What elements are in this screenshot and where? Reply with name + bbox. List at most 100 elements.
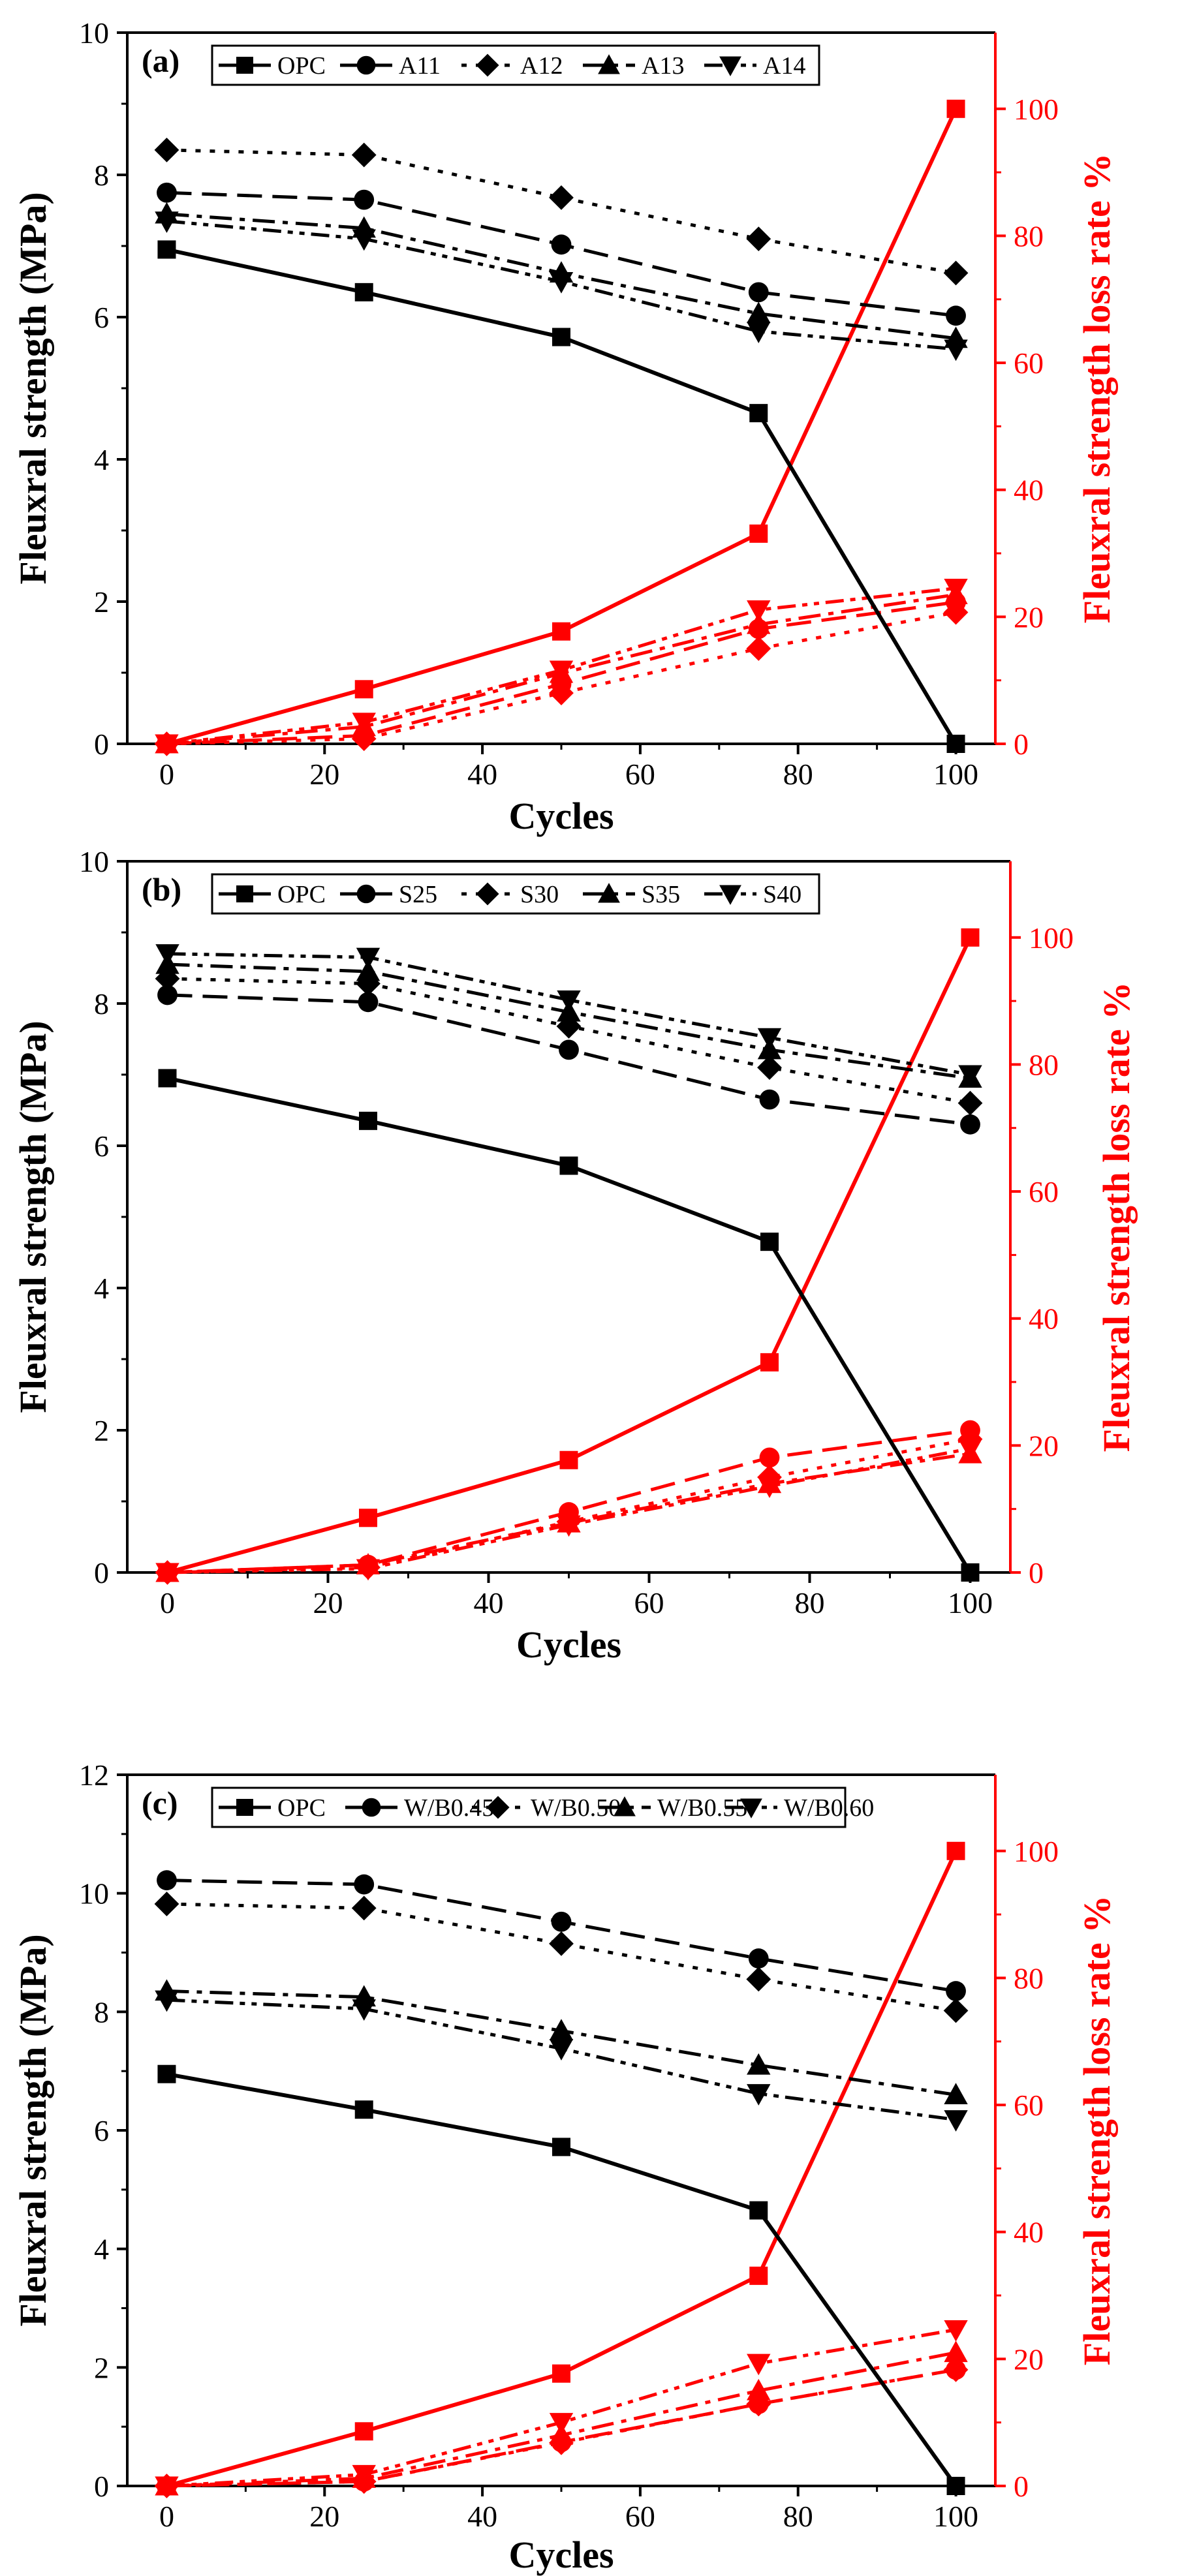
x-tick-label: 0	[159, 2500, 174, 2533]
legend-marker	[356, 884, 376, 904]
x-tick-label: 0	[160, 1586, 175, 1619]
y2-tick-label: 100	[1029, 921, 1074, 955]
loss-point	[759, 1447, 780, 1468]
strength-series-OPC	[158, 1069, 980, 1582]
strength-line	[166, 1902, 956, 2012]
legend-label: S40	[763, 881, 801, 908]
loss-point	[946, 1841, 965, 1860]
legend-marker	[476, 54, 499, 77]
strength-point	[946, 1981, 966, 2001]
strength-point	[354, 283, 373, 301]
strength-series-S25	[157, 985, 980, 1135]
strength-point	[358, 992, 379, 1013]
strength-point	[747, 2053, 771, 2075]
y-tick-label: 0	[94, 1556, 109, 1589]
y2-tick-label: 80	[1014, 219, 1044, 253]
strength-point	[551, 234, 572, 255]
x-tick-label: 20	[313, 1586, 343, 1619]
loss-point	[757, 1477, 782, 1498]
x-tick-label: 40	[474, 1586, 504, 1619]
x-tick-label: 20	[309, 2500, 339, 2533]
strength-point	[748, 282, 769, 303]
x-tick-label: 40	[467, 758, 497, 791]
y-axis-title: Fleuxral strength (MPa)	[12, 1020, 54, 1413]
loss-point	[155, 734, 179, 756]
strength-point	[155, 944, 179, 966]
loss-line	[166, 2368, 956, 2488]
legend-marker	[236, 57, 253, 74]
strength-point	[154, 137, 179, 162]
strength-line	[166, 1076, 972, 1574]
strength-point	[559, 1039, 579, 1060]
loss-point	[749, 2266, 768, 2285]
strength-point	[961, 1563, 980, 1582]
strength-series-A12	[154, 137, 969, 286]
loss-point	[943, 600, 969, 625]
y2-tick-label: 60	[1014, 346, 1044, 380]
strength-series-OPC	[157, 240, 965, 753]
legend-marker	[476, 882, 499, 906]
loss-point	[155, 2476, 179, 2498]
strength-series-W/B0.60	[155, 1990, 968, 2132]
y-tick-label: 6	[94, 2114, 109, 2147]
legend-label: S25	[399, 881, 437, 908]
panel-label: (a)	[142, 42, 179, 79]
loss-point	[746, 636, 771, 661]
legend-marker	[614, 1796, 636, 1817]
strength-point	[354, 2100, 373, 2119]
x-tick-label: 20	[309, 758, 339, 791]
x-tick-label: 100	[933, 758, 978, 791]
loss-point	[747, 2354, 771, 2376]
strength-point	[747, 2084, 771, 2106]
strength-point	[749, 2201, 768, 2220]
y-tick-label: 8	[94, 1995, 109, 2029]
strength-series-S35	[155, 952, 982, 1088]
x-tick-label: 80	[783, 2500, 813, 2533]
strength-point	[356, 947, 381, 970]
y-tick-label: 12	[79, 1758, 109, 1792]
loss-point	[943, 2357, 969, 2382]
loss-point	[944, 2320, 968, 2342]
loss-point	[961, 928, 980, 947]
y2-tick-label: 0	[1014, 2470, 1029, 2503]
strength-point	[155, 211, 179, 234]
x-tick-label: 60	[625, 758, 655, 791]
strength-point	[552, 328, 570, 346]
legend-marker	[236, 885, 253, 902]
legend-label: S35	[642, 881, 680, 908]
strength-point	[757, 1028, 782, 1050]
y2-tick-label: 40	[1014, 2216, 1044, 2249]
legend-label: OPC	[277, 1794, 326, 1822]
strength-point	[549, 271, 574, 294]
strength-point	[552, 2138, 570, 2156]
panel-c: 0 20 40 60 80 100 0 2 4 6 8 10 12 0 20 40 60 80 100 Cycles F…	[12, 1758, 1118, 2576]
panel-label: (c)	[142, 1785, 178, 1821]
y-tick-label: 6	[94, 301, 109, 334]
strength-point	[749, 404, 768, 423]
y2-tick-label: 100	[1014, 93, 1059, 126]
loss-point	[557, 1515, 581, 1537]
loss-series-S25	[157, 1420, 980, 1583]
x-tick-label: 100	[948, 1586, 993, 1619]
loss-point	[356, 1559, 381, 1581]
loss-point	[352, 2464, 376, 2487]
strength-point	[356, 959, 381, 981]
loss-series-A14	[155, 579, 968, 756]
loss-point	[749, 524, 768, 543]
strength-point	[557, 990, 581, 1012]
loss-point	[747, 612, 771, 634]
y2-tick-label: 20	[1029, 1429, 1059, 1462]
legend-marker	[486, 1796, 510, 1819]
legend-label: A14	[763, 52, 805, 80]
strength-point	[958, 1065, 982, 1087]
legend-marker	[356, 55, 376, 75]
y2-tick-label: 40	[1029, 1302, 1059, 1336]
legend-label: S30	[520, 881, 559, 908]
strength-point	[944, 339, 968, 361]
y2-tick-label: 40	[1014, 474, 1044, 507]
strength-point	[359, 1111, 377, 1130]
y-tick-label: 2	[94, 585, 109, 619]
strength-point	[155, 966, 180, 991]
x-tick-label: 80	[783, 758, 813, 791]
strength-point	[157, 240, 176, 259]
